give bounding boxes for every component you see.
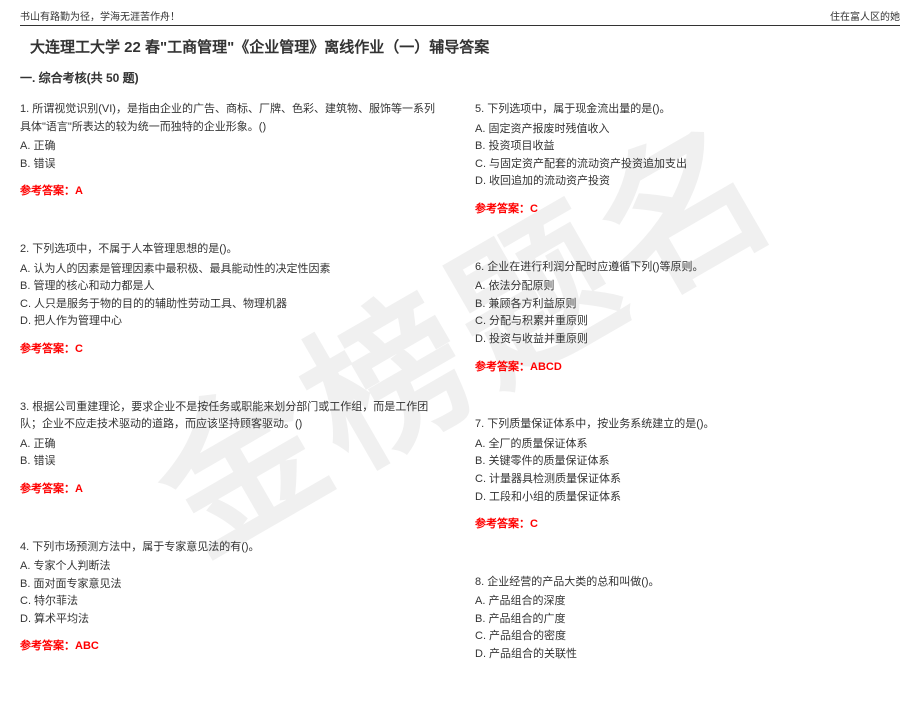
- question-text: 6. 企业在进行利润分配时应遵循下列()等原则。: [475, 259, 900, 277]
- question-option: C. 与固定资产配套的流动资产投资追加支出: [475, 156, 900, 174]
- question-option: B. 投资项目收益: [475, 138, 900, 156]
- question-text: 5. 下列选项中，属于现金流出量的是()。: [475, 101, 900, 119]
- question-option: C. 计量器具检测质量保证体系: [475, 471, 900, 489]
- question-option: A. 正确: [20, 138, 445, 156]
- section-title: 一. 综合考核(共 50 题): [20, 69, 900, 86]
- question-option: D. 产品组合的关联性: [475, 646, 900, 664]
- question: 1. 所谓视觉识别(VI)，是指由企业的广告、商标、厂牌、色彩、建筑物、服饰等一…: [20, 101, 445, 201]
- question-option: A. 正确: [20, 436, 445, 454]
- question-option: D. 算术平均法: [20, 611, 445, 629]
- header-row: 书山有路勤为径，学海无涯苦作舟！ 住在富人区的她: [20, 8, 900, 26]
- question: 7. 下列质量保证体系中，按业务系统建立的是()。 A. 全厂的质量保证体系B. …: [475, 416, 900, 534]
- question: 4. 下列市场预测方法中，属于专家意见法的有()。A. 专家个人判断法B. 面对…: [20, 539, 445, 657]
- answer: 参考答案：A: [20, 183, 445, 201]
- question-option: C. 特尔菲法: [20, 593, 445, 611]
- question: 2. 下列选项中，不属于人本管理思想的是()。 A. 认为人的因素是管理因素中最积…: [20, 241, 445, 359]
- answer: 参考答案：A: [20, 481, 445, 499]
- question-option: A. 依法分配原则: [475, 278, 900, 296]
- question-option: A. 固定资产报废时残值收入: [475, 121, 900, 139]
- question-option: A. 认为人的因素是管理因素中最积极、最具能动性的决定性因素: [20, 261, 445, 279]
- answer: 参考答案：C: [475, 516, 900, 534]
- answer: 参考答案：C: [20, 341, 445, 359]
- question-text: 4. 下列市场预测方法中，属于专家意见法的有()。: [20, 539, 445, 557]
- question-option: C. 人只是服务于物的目的的辅助性劳动工具、物理机器: [20, 296, 445, 314]
- question-option: C. 分配与积累并重原则: [475, 313, 900, 331]
- question-option: B. 关键零件的质量保证体系: [475, 453, 900, 471]
- question-text: 8. 企业经营的产品大类的总和叫做()。: [475, 574, 900, 592]
- question-option: B. 管理的核心和动力都是人: [20, 278, 445, 296]
- question: 6. 企业在进行利润分配时应遵循下列()等原则。A. 依法分配原则B. 兼顾各方…: [475, 259, 900, 377]
- page-title: 大连理工大学 22 春"工商管理"《企业管理》离线作业（一）辅导答案: [30, 36, 900, 57]
- question-option: A. 专家个人判断法: [20, 558, 445, 576]
- question-option: D. 投资与收益并重原则: [475, 331, 900, 349]
- header-right: 住在富人区的她: [830, 8, 900, 23]
- question-option: B. 错误: [20, 453, 445, 471]
- question-option: B. 兼顾各方利益原则: [475, 296, 900, 314]
- question: 8. 企业经营的产品大类的总和叫做()。A. 产品组合的深度B. 产品组合的广度…: [475, 574, 900, 664]
- left-column: 1. 所谓视觉识别(VI)，是指由企业的广告、商标、厂牌、色彩、建筑物、服饰等一…: [20, 101, 475, 704]
- right-column: 5. 下列选项中，属于现金流出量的是()。 A. 固定资产报废时残值收入B. 投资…: [475, 101, 900, 704]
- answer: 参考答案：ABC: [20, 638, 445, 656]
- question-text: 1. 所谓视觉识别(VI)，是指由企业的广告、商标、厂牌、色彩、建筑物、服饰等一…: [20, 101, 445, 136]
- question: 5. 下列选项中，属于现金流出量的是()。 A. 固定资产报废时残值收入B. 投资…: [475, 101, 900, 219]
- question-option: C. 产品组合的密度: [475, 628, 900, 646]
- question-option: D. 工段和小组的质量保证体系: [475, 489, 900, 507]
- question-text: 2. 下列选项中，不属于人本管理思想的是()。: [20, 241, 445, 259]
- question-option: B. 产品组合的广度: [475, 611, 900, 629]
- question-text: 3. 根据公司重建理论，要求企业不是按任务或职能来划分部门或工作组，而是工作团队…: [20, 399, 445, 434]
- question-option: D. 把人作为管理中心: [20, 313, 445, 331]
- answer: 参考答案：C: [475, 201, 900, 219]
- question-option: A. 全厂的质量保证体系: [475, 436, 900, 454]
- question-option: B. 错误: [20, 156, 445, 174]
- question-option: B. 面对面专家意见法: [20, 576, 445, 594]
- question-option: D. 收回追加的流动资产投资: [475, 173, 900, 191]
- answer: 参考答案：ABCD: [475, 359, 900, 377]
- header-left: 书山有路勤为径，学海无涯苦作舟！: [20, 8, 180, 23]
- question-text: 7. 下列质量保证体系中，按业务系统建立的是()。: [475, 416, 900, 434]
- content-columns: 1. 所谓视觉识别(VI)，是指由企业的广告、商标、厂牌、色彩、建筑物、服饰等一…: [20, 101, 900, 704]
- question-option: A. 产品组合的深度: [475, 593, 900, 611]
- question: 3. 根据公司重建理论，要求企业不是按任务或职能来划分部门或工作组，而是工作团队…: [20, 399, 445, 499]
